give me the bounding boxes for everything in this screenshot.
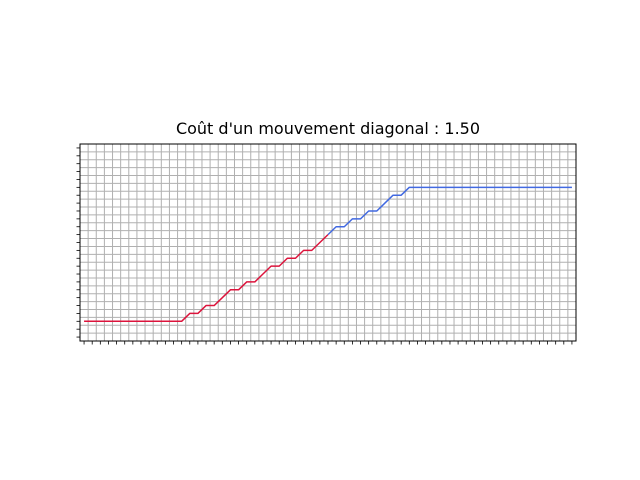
chart-title: Coût d'un mouvement diagonal : 1.50 xyxy=(176,119,480,138)
plot-area xyxy=(76,143,577,345)
path-series-2 xyxy=(327,186,572,236)
path-series-1 xyxy=(84,234,329,323)
